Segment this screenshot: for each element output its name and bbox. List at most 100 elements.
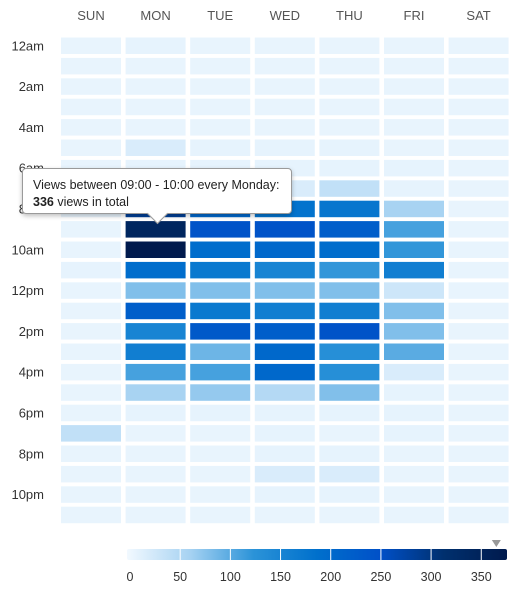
heatmap-cell[interactable] (190, 363, 251, 381)
heatmap-cell[interactable] (254, 465, 315, 483)
heatmap-cell[interactable] (125, 445, 186, 463)
heatmap-cell[interactable] (254, 486, 315, 503)
heatmap-cell[interactable] (254, 404, 315, 422)
heatmap-cell[interactable] (448, 221, 509, 238)
heatmap-cell[interactable] (384, 78, 444, 95)
heatmap-cell[interactable] (190, 282, 251, 299)
heatmap-cell[interactable] (384, 445, 444, 463)
heatmap-cell[interactable] (319, 37, 380, 55)
heatmap-cell[interactable] (319, 486, 380, 503)
heatmap-cell[interactable] (384, 221, 444, 238)
heatmap-cell[interactable] (448, 445, 509, 463)
heatmap-cell[interactable] (319, 57, 380, 75)
heatmap-cell[interactable] (254, 241, 315, 259)
heatmap-cell[interactable] (125, 302, 186, 320)
heatmap-cell[interactable] (319, 261, 380, 279)
heatmap-cell[interactable] (254, 37, 315, 55)
heatmap-cell[interactable] (319, 119, 380, 136)
heatmap-cell[interactable] (319, 506, 380, 524)
heatmap-cell[interactable] (448, 302, 509, 320)
heatmap-cell[interactable] (125, 37, 186, 55)
heatmap-cell[interactable] (190, 37, 251, 55)
heatmap-cell[interactable] (125, 241, 186, 259)
heatmap-cell[interactable] (190, 445, 251, 463)
heatmap-cell[interactable] (254, 323, 315, 340)
heatmap-cell[interactable] (319, 343, 380, 361)
heatmap-cell[interactable] (319, 445, 380, 463)
heatmap-cell[interactable] (448, 119, 509, 136)
heatmap-cell[interactable] (254, 363, 315, 381)
heatmap-cell[interactable] (448, 404, 509, 422)
heatmap-cell[interactable] (61, 78, 121, 95)
heatmap-cell[interactable] (61, 261, 121, 279)
heatmap-cell[interactable] (384, 282, 444, 299)
heatmap-cell[interactable] (190, 343, 251, 361)
heatmap-cell[interactable] (125, 425, 186, 442)
heatmap-cell[interactable] (319, 221, 380, 238)
heatmap-cell[interactable] (61, 119, 121, 136)
heatmap-cell[interactable] (125, 78, 186, 95)
heatmap-cell[interactable] (448, 343, 509, 361)
heatmap-cell[interactable] (448, 363, 509, 381)
heatmap-cell[interactable] (190, 404, 251, 422)
heatmap-cell[interactable] (61, 221, 121, 238)
heatmap-cell[interactable] (125, 139, 186, 157)
heatmap-cell[interactable] (448, 425, 509, 442)
heatmap-cell[interactable] (190, 323, 251, 340)
heatmap-cell[interactable] (319, 465, 380, 483)
heatmap-cell[interactable] (319, 323, 380, 340)
heatmap-cell[interactable] (319, 98, 380, 116)
heatmap-cell[interactable] (61, 37, 121, 55)
heatmap-cell[interactable] (384, 425, 444, 442)
heatmap-cell[interactable] (61, 139, 121, 157)
heatmap-cell[interactable] (448, 465, 509, 483)
heatmap-cell[interactable] (448, 180, 509, 197)
heatmap-cell[interactable] (61, 343, 121, 361)
heatmap-cell[interactable] (61, 323, 121, 340)
heatmap-cell[interactable] (448, 384, 509, 401)
heatmap-cell[interactable] (319, 384, 380, 401)
heatmap-cell[interactable] (448, 37, 509, 55)
heatmap-cell[interactable] (254, 98, 315, 116)
heatmap-cell[interactable] (61, 384, 121, 401)
heatmap-cell[interactable] (319, 200, 380, 218)
heatmap-cell[interactable] (319, 159, 380, 177)
heatmap-cell[interactable] (61, 404, 121, 422)
heatmap-cell[interactable] (125, 323, 186, 340)
heatmap-cell[interactable] (384, 37, 444, 55)
heatmap-cell[interactable] (384, 57, 444, 75)
heatmap-cell[interactable] (125, 282, 186, 299)
heatmap-cell[interactable] (190, 221, 251, 238)
heatmap-cell[interactable] (125, 465, 186, 483)
heatmap-cell[interactable] (319, 404, 380, 422)
heatmap-cell[interactable] (384, 241, 444, 259)
heatmap-cell[interactable] (384, 159, 444, 177)
heatmap-cell[interactable] (125, 57, 186, 75)
heatmap-cell[interactable] (190, 486, 251, 503)
heatmap-cell[interactable] (190, 261, 251, 279)
heatmap-cell[interactable] (319, 282, 380, 299)
heatmap-cell[interactable] (448, 506, 509, 524)
heatmap-cell[interactable] (384, 139, 444, 157)
heatmap-cell[interactable] (448, 486, 509, 503)
heatmap-cell[interactable] (190, 241, 251, 259)
heatmap-cell[interactable] (61, 363, 121, 381)
heatmap-cell[interactable] (384, 302, 444, 320)
heatmap-cell[interactable] (384, 465, 444, 483)
heatmap-cell[interactable] (61, 282, 121, 299)
heatmap-cell[interactable] (190, 425, 251, 442)
heatmap-cell[interactable] (448, 241, 509, 259)
heatmap-cell[interactable] (125, 506, 186, 524)
heatmap-cell[interactable] (254, 119, 315, 136)
heatmap-cell[interactable] (61, 425, 121, 442)
heatmap-cell[interactable] (384, 119, 444, 136)
heatmap-cell[interactable] (190, 98, 251, 116)
heatmap-cell[interactable] (125, 363, 186, 381)
heatmap-cell[interactable] (61, 302, 121, 320)
heatmap-cell[interactable] (384, 384, 444, 401)
heatmap-cell[interactable] (384, 323, 444, 340)
heatmap-cell[interactable] (319, 425, 380, 442)
heatmap-cell[interactable] (319, 78, 380, 95)
heatmap-cell[interactable] (61, 465, 121, 483)
heatmap-cell[interactable] (448, 200, 509, 218)
